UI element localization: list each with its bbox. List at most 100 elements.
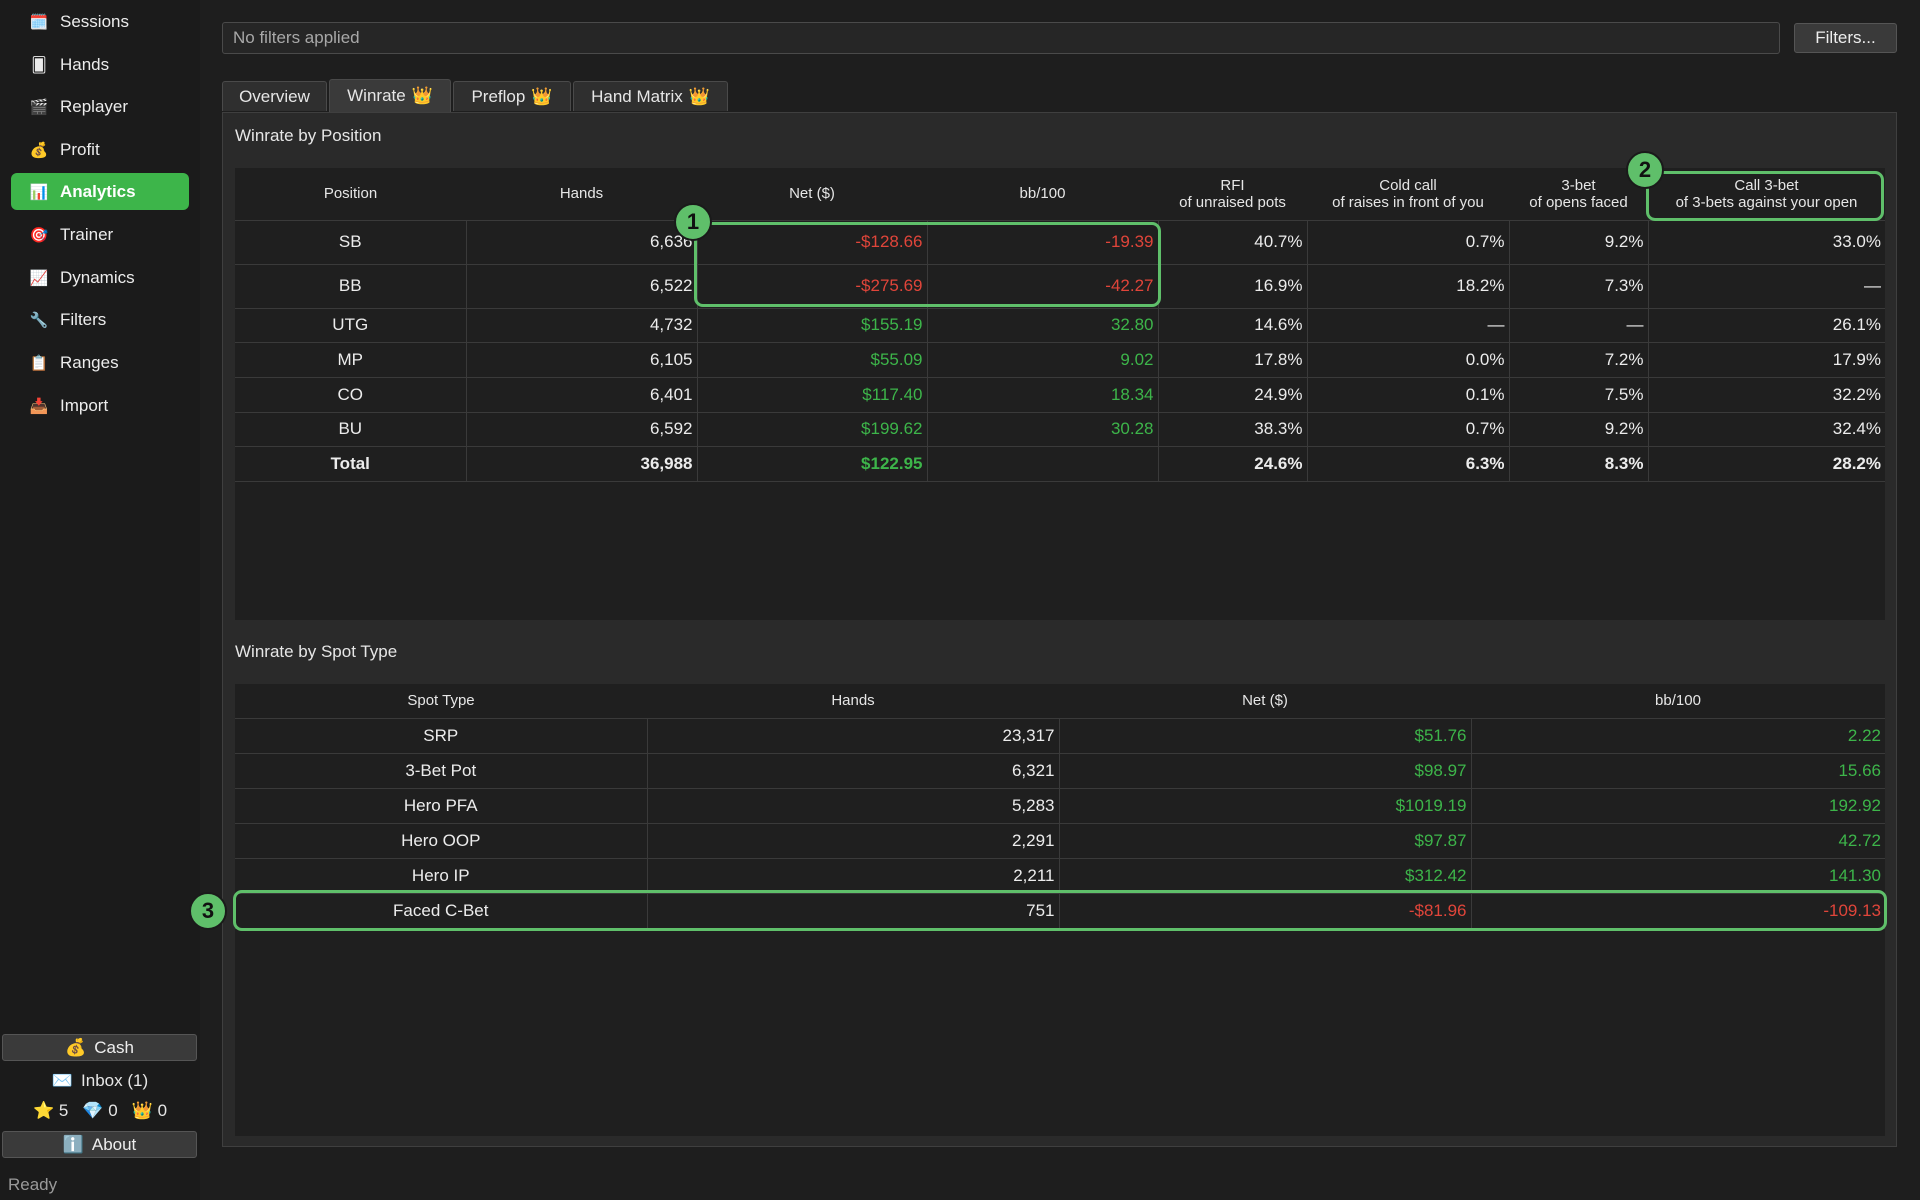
- column-header[interactable]: bb/100: [1655, 692, 1701, 710]
- about-button-label: About: [91, 1134, 137, 1154]
- star-icon: ⭐: [32, 1101, 55, 1120]
- column-header[interactable]: RFI of unraised pots: [1158, 168, 1307, 220]
- filters-button[interactable]: Filters...: [1794, 23, 1897, 53]
- net-cell: $117.40: [696, 376, 927, 413]
- sidebar: 🗓️ Sessions 🂠 Hands 🎬 Replayer 💰 Profit 📊 Ana…: [0, 0, 200, 1200]
- tab-overview[interactable]: Overview: [222, 81, 327, 111]
- table-row[interactable]: BU 6,592 $199.62 30.28 38.3% 0.7% 9.2% 3…: [235, 411, 1885, 447]
- crown-icon: 👑: [411, 86, 433, 105]
- net-cell: $55.09: [696, 341, 927, 378]
- hands-cell: 6,592: [465, 411, 697, 447]
- rfi-cell: 40.7%: [1157, 219, 1307, 265]
- header-line: Hands: [559, 185, 604, 203]
- table-row[interactable]: UTG 4,732 $155.19 32.80 14.6% — — 26.1%: [235, 307, 1885, 343]
- table-row[interactable]: SRP 23,317 $51.76 2.22: [235, 717, 1885, 754]
- sidebar-item-import[interactable]: 📥 Import: [11, 387, 189, 424]
- sidebar-item-replayer[interactable]: 🎬 Replayer: [11, 88, 189, 125]
- column-header[interactable]: Hands: [466, 168, 697, 220]
- column-header[interactable]: bb/100: [927, 168, 1158, 220]
- column-header[interactable]: Spot Type: [407, 692, 475, 710]
- bb100-cell: -19.39: [926, 219, 1158, 265]
- rfi-cell: 24.9%: [1157, 376, 1307, 413]
- header-line: Net ($): [789, 185, 835, 203]
- table-row[interactable]: Faced C-Bet 751 -$81.96 -109.13: [235, 892, 1885, 929]
- sidebar-item-label: Analytics: [60, 181, 136, 201]
- sidebar-item-profit[interactable]: 💰 Profit: [11, 131, 189, 168]
- bb100-cell: -42.27: [926, 263, 1158, 309]
- bb100-cell: 42.72: [1470, 822, 1885, 859]
- sidebar-item-analytics[interactable]: 📊 Analytics: [11, 173, 189, 210]
- spot-cell: Hero PFA: [235, 787, 647, 824]
- header-line: RFI: [1220, 176, 1245, 194]
- filter-summary-field[interactable]: No filters applied: [222, 22, 1780, 54]
- bb100-cell: 9.02: [926, 341, 1158, 378]
- three-bet-cell: —: [1508, 307, 1648, 343]
- section-title-position: Winrate by Position: [235, 126, 382, 145]
- bar-chart-icon: 📊: [29, 183, 49, 201]
- table-row[interactable]: BB 6,522 -$275.69 -42.27 16.9% 18.2% 7.3…: [235, 263, 1885, 309]
- column-header[interactable]: Call 3-bet of 3-bets against your open: [1648, 168, 1885, 220]
- column-header[interactable]: Cold call of raises in front of you: [1307, 168, 1509, 220]
- table-row[interactable]: MP 6,105 $55.09 9.02 17.8% 0.0% 7.2% 17.…: [235, 341, 1885, 378]
- cold-call-cell: 6.3%: [1306, 445, 1509, 482]
- sidebar-item-label: Import: [60, 395, 109, 415]
- net-cell: -$128.66: [696, 219, 927, 265]
- callout-badge-1: 1: [674, 203, 712, 241]
- sidebar-item-dynamics[interactable]: 📈 Dynamics: [11, 259, 189, 296]
- sidebar-item-label: Trainer: [60, 224, 114, 244]
- table-row[interactable]: Hero IP 2,211 $312.42 141.30: [235, 857, 1885, 894]
- table-header-row: Position Hands Net ($) bb/100 RFI of unra…: [235, 168, 1885, 220]
- bb100-cell: [926, 445, 1158, 482]
- three-bet-cell: 8.3%: [1508, 445, 1648, 482]
- inbox-link[interactable]: ✉️ Inbox (1): [0, 1069, 200, 1093]
- table-row[interactable]: CO 6,401 $117.40 18.34 24.9% 0.1% 7.5% 3…: [235, 376, 1885, 413]
- money-bag-icon: 💰: [29, 141, 49, 159]
- cash-button[interactable]: 💰 Cash: [2, 1034, 197, 1061]
- sidebar-item-label: Replayer: [60, 96, 129, 116]
- sidebar-item-label: Filters: [60, 309, 107, 329]
- sidebar-item-trainer[interactable]: 🎯 Trainer: [11, 216, 189, 253]
- table-row[interactable]: Hero PFA 5,283 $1019.19 192.92: [235, 787, 1885, 824]
- hands-cell: 2,291: [646, 822, 1059, 859]
- sidebar-item-ranges[interactable]: 📋 Ranges: [11, 344, 189, 381]
- sidebar-item-filters[interactable]: 🔧 Filters: [11, 301, 189, 338]
- sidebar-item-sessions[interactable]: 🗓️ Sessions: [11, 3, 189, 40]
- playing-card-icon: 🂠: [31, 56, 47, 74]
- three-bet-cell: 7.5%: [1508, 376, 1648, 413]
- rfi-cell: 24.6%: [1157, 445, 1307, 482]
- table-row[interactable]: Hero OOP 2,291 $97.87 42.72: [235, 822, 1885, 859]
- column-header[interactable]: Position: [235, 168, 466, 220]
- header-line: bb/100: [1019, 185, 1066, 203]
- position-cell: Total: [235, 445, 466, 482]
- calendar-icon: 🗓️: [29, 13, 49, 31]
- callout-badge-3: 3: [189, 892, 227, 930]
- net-cell: $155.19: [696, 307, 927, 343]
- column-header[interactable]: Hands: [831, 692, 875, 710]
- envelope-icon: ✉️: [51, 1071, 74, 1090]
- tab-hand-matrix[interactable]: Hand Matrix 👑: [573, 81, 728, 111]
- net-cell: $199.62: [696, 411, 927, 447]
- tab-preflop[interactable]: Preflop 👑: [453, 81, 571, 111]
- three-bet-cell: 9.2%: [1508, 219, 1648, 265]
- column-header[interactable]: Net ($): [697, 168, 927, 220]
- position-table: Position Hands Net ($) bb/100 RFI of unra…: [235, 168, 1885, 482]
- table-row[interactable]: SB 6,636 -$128.66 -19.39 40.7% 0.7% 9.2%…: [235, 219, 1885, 265]
- star-counter: ⭐ 5: [33, 1101, 68, 1121]
- header-subline: of raises in front of you: [1332, 193, 1484, 211]
- table-row[interactable]: 3-Bet Pot 6,321 $98.97 15.66: [235, 752, 1885, 789]
- bb100-cell: -109.13: [1470, 892, 1885, 929]
- crown-counter: 👑 0: [132, 1101, 167, 1121]
- inbox-tray-icon: 📥: [29, 397, 49, 415]
- column-header[interactable]: Net ($): [1242, 692, 1288, 710]
- net-cell: -$81.96: [1058, 892, 1471, 929]
- net-cell: $51.76: [1058, 717, 1471, 754]
- tab-winrate[interactable]: Winrate 👑: [329, 79, 451, 112]
- sidebar-item-hands[interactable]: 🂠 Hands: [11, 46, 189, 83]
- wrench-icon: 🔧: [29, 311, 49, 329]
- column-header[interactable]: 3-bet of opens faced: [1509, 168, 1648, 220]
- position-cell: BB: [235, 263, 466, 309]
- about-button[interactable]: ℹ️ About: [2, 1131, 197, 1158]
- total-row[interactable]: Total 36,988 $122.95 24.6% 6.3% 8.3% 28.…: [235, 445, 1885, 482]
- bb100-cell: 192.92: [1470, 787, 1885, 824]
- hands-cell: 36,988: [465, 445, 697, 482]
